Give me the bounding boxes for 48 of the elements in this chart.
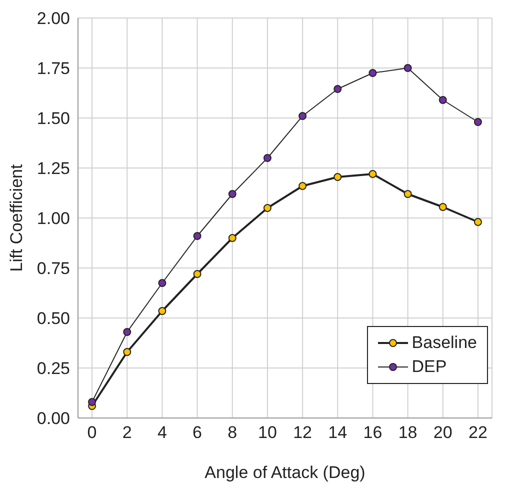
legend-label: Baseline <box>412 332 477 354</box>
point <box>193 270 202 278</box>
y-axis-title: Lift Coefficient <box>7 164 26 272</box>
y-tick-label: 2.00 <box>36 9 70 28</box>
x-tick-label: 18 <box>398 423 418 442</box>
y-tick-label: 0.00 <box>36 409 70 428</box>
point <box>158 279 166 287</box>
point <box>368 69 377 77</box>
point <box>438 203 447 211</box>
x-tick-label: 0 <box>87 423 97 442</box>
x-tick-label: 8 <box>228 423 238 442</box>
point <box>88 398 96 406</box>
point <box>334 85 342 93</box>
point <box>474 118 482 126</box>
x-tick-label: 10 <box>258 423 277 442</box>
legend-label: DEP <box>412 356 447 378</box>
x-tick-label: 4 <box>157 423 167 442</box>
x-axis-title: Angle of Attack (Deg) <box>204 463 366 482</box>
y-tick-label: 1.25 <box>36 159 70 178</box>
point <box>334 173 342 181</box>
point <box>228 190 236 198</box>
y-tick-label: 0.75 <box>36 259 70 278</box>
point <box>193 232 202 240</box>
x-tick-label: 22 <box>468 423 488 442</box>
x-tick-label: 6 <box>192 423 202 442</box>
point <box>298 112 307 120</box>
point <box>123 328 132 336</box>
y-tick-label: 0.50 <box>36 309 70 328</box>
x-tick-label: 12 <box>293 423 312 442</box>
y-tick-label: 1.00 <box>36 209 70 228</box>
point <box>263 204 272 212</box>
x-tick-label: 16 <box>363 423 382 442</box>
x-tick-label: 20 <box>433 423 452 442</box>
point <box>123 348 132 356</box>
point <box>368 170 377 178</box>
point <box>228 234 236 242</box>
point <box>474 218 482 226</box>
point <box>263 154 272 162</box>
y-tick-label: 0.25 <box>36 359 70 378</box>
x-tick-label: 2 <box>122 423 132 442</box>
point <box>404 64 412 72</box>
point <box>438 96 447 104</box>
point <box>298 182 307 190</box>
y-tick-label: 1.75 <box>36 59 70 78</box>
point <box>404 190 412 198</box>
y-tick-label: 1.50 <box>36 109 70 128</box>
point <box>158 307 166 315</box>
x-tick-label: 14 <box>328 423 348 442</box>
